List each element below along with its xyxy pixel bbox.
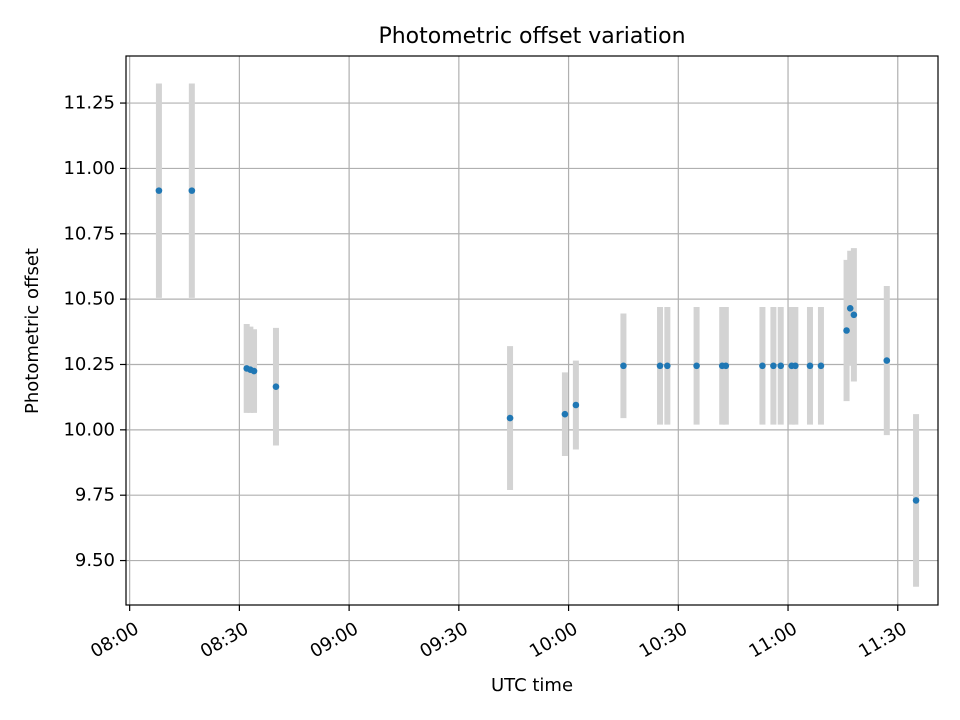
data-point: [272, 383, 280, 391]
data-point: [656, 362, 664, 370]
x-tick-label: 11:30: [855, 618, 910, 662]
data-point: [792, 362, 799, 370]
data-point: [883, 357, 891, 364]
y-tick-label: 10.75: [63, 223, 115, 244]
data-point: [912, 497, 920, 504]
error-bars: [155, 83, 920, 587]
data-point: [777, 362, 785, 370]
x-tick-label: 08:00: [87, 618, 142, 662]
plot-area-frame: [125, 55, 939, 606]
data-point: [188, 187, 196, 194]
y-tick-label: 10.00: [63, 419, 115, 440]
y-axis-label: Photometric offset: [22, 248, 43, 414]
data-point: [155, 187, 163, 194]
data-point: [561, 410, 569, 418]
data-point: [806, 362, 814, 370]
x-tick-label: 09:00: [307, 618, 362, 662]
y-tick-label: 10.50: [63, 289, 115, 310]
data-point: [250, 367, 258, 375]
x-tick-label: 10:30: [636, 618, 691, 662]
x-tick-label: 09:30: [416, 618, 471, 662]
y-tick-label: 11.00: [63, 158, 115, 179]
y-tick-label: 11.25: [63, 93, 115, 114]
data-point: [620, 362, 627, 370]
data-point: [843, 327, 850, 334]
data-point: [770, 362, 777, 370]
data-point: [506, 414, 514, 422]
data-point: [846, 304, 854, 312]
y-tick-label: 9.75: [75, 485, 115, 506]
data-point: [759, 362, 766, 370]
x-axis-label: UTC time: [491, 675, 573, 696]
data-point: [817, 362, 825, 370]
chart-title: Photometric offset variation: [378, 24, 685, 49]
y-tick-label: 10.25: [63, 354, 115, 375]
y-tick-label: 9.50: [75, 550, 115, 571]
data-point: [693, 362, 700, 370]
data-point: [850, 311, 858, 319]
y-axis-ticks: 9.50 9.75 10.00 10.25 10.50 10.75 11.00 11.25: [63, 93, 126, 571]
x-tick-label: 08:30: [197, 618, 252, 662]
x-axis-ticks: 08:00 08:30 09:00 09:30 10:00 10:30 11:00 11:30: [87, 605, 911, 662]
data-point: [664, 362, 671, 370]
x-tick-label: 10:00: [526, 618, 581, 662]
data-points: [155, 187, 920, 504]
data-point: [722, 362, 730, 370]
x-tick-label: 11:00: [746, 618, 801, 662]
data-point: [572, 401, 580, 409]
grid: [126, 56, 938, 605]
